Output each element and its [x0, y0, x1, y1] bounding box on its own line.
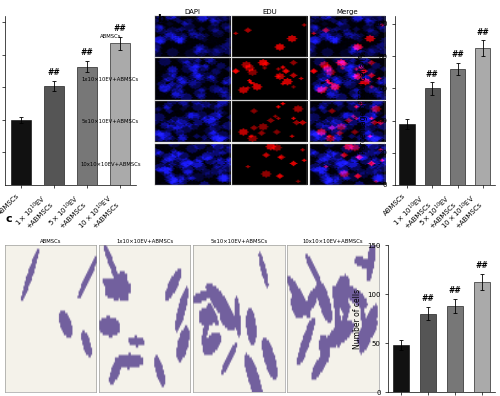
Text: c: c [5, 214, 12, 224]
Text: ##: ## [48, 68, 60, 77]
Bar [474, 282, 490, 392]
Text: ##: ## [80, 48, 94, 57]
Y-axis label: 1x10×10EV+ABMSCs: 1x10×10EV+ABMSCs [82, 76, 139, 82]
Y-axis label: Number of cells: Number of cells [352, 288, 362, 348]
Bar [44, 86, 64, 185]
Y-axis label: 5x10×10EV+ABMSCs: 5x10×10EV+ABMSCs [82, 119, 139, 124]
Bar [77, 67, 97, 185]
Bar [110, 43, 130, 185]
Bar [393, 345, 409, 392]
Title: ABMSCs: ABMSCs [40, 239, 62, 244]
Bar [11, 120, 31, 185]
Title: 1x10×10EV+ABMSCs: 1x10×10EV+ABMSCs [116, 239, 173, 244]
Text: ##: ## [422, 294, 434, 303]
Text: ##: ## [451, 50, 464, 59]
Text: b: b [158, 14, 166, 24]
Text: ##: ## [114, 24, 126, 33]
Bar [424, 88, 440, 185]
Y-axis label: ABMSCs: ABMSCs [100, 34, 121, 39]
Bar [450, 69, 465, 185]
Title: 5x10×10EV+ABMSCs: 5x10×10EV+ABMSCs [210, 239, 268, 244]
Text: ##: ## [448, 286, 462, 295]
Title: DAPI: DAPI [184, 9, 200, 15]
Y-axis label: Percentage of EDU cells (%): Percentage of EDU cells (%) [359, 47, 368, 154]
Bar [447, 306, 463, 392]
Title: EDU: EDU [262, 9, 277, 15]
Text: ##: ## [426, 70, 438, 79]
Bar [400, 124, 414, 185]
Y-axis label: 10x10×10EV+ABMSCs: 10x10×10EV+ABMSCs [80, 162, 140, 167]
Text: ##: ## [476, 28, 489, 37]
Title: Merge: Merge [336, 9, 358, 15]
Title: 10x10×10EV+ABMSCs: 10x10×10EV+ABMSCs [302, 239, 364, 244]
Text: ##: ## [476, 261, 488, 270]
Bar [476, 48, 490, 185]
Bar [420, 314, 436, 392]
